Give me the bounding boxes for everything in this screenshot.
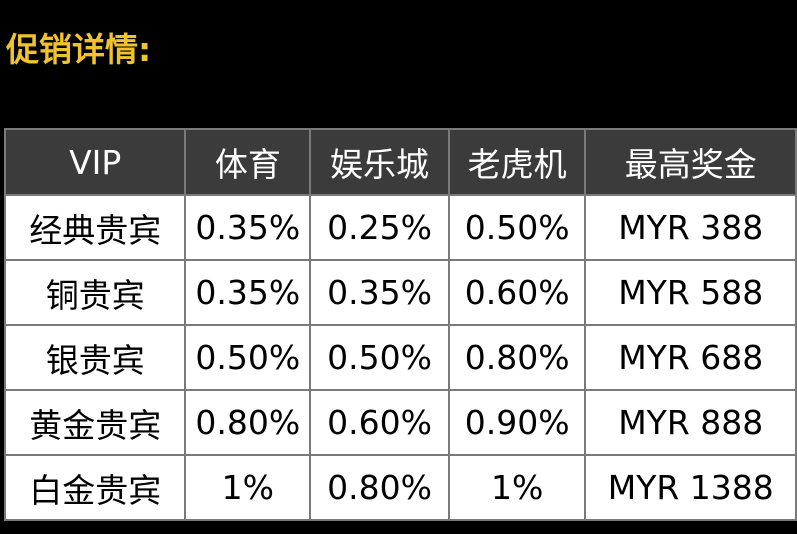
slots-rate-cell: 1%: [447, 454, 587, 521]
header-casino: 娱乐城: [309, 128, 450, 196]
table-row: 经典贵宾 0.35% 0.25% 0.50% MYR 388: [3, 194, 797, 261]
slots-rate-cell: 0.50%: [447, 194, 587, 261]
max-bonus-cell: MYR 1388: [584, 454, 797, 521]
casino-rate-cell: 0.25%: [309, 194, 450, 261]
max-bonus-cell: MYR 588: [584, 259, 797, 326]
sports-rate-cell: 0.80%: [184, 389, 312, 456]
slots-rate-cell: 0.60%: [447, 259, 587, 326]
sports-rate-cell: 1%: [184, 454, 312, 521]
vip-level-cell: 铜贵宾: [3, 259, 187, 326]
table-row: 黄金贵宾 0.80% 0.60% 0.90% MYR 888: [3, 389, 797, 456]
header-max-bonus: 最高奖金: [584, 128, 797, 196]
vip-level-cell: 经典贵宾: [3, 194, 187, 261]
table-header-row: VIP 体育 娱乐城 老虎机 最高奖金: [3, 128, 797, 196]
sports-rate-cell: 0.35%: [184, 259, 312, 326]
vip-rebate-table: VIP 体育 娱乐城 老虎机 最高奖金 经典贵宾 0.35% 0.25% 0.50% M…: [3, 128, 797, 521]
table-row: 银贵宾 0.50% 0.50% 0.80% MYR 688: [3, 324, 797, 391]
casino-rate-cell: 0.35%: [309, 259, 450, 326]
table-row: 白金贵宾 1% 0.80% 1% MYR 1388: [3, 454, 797, 521]
slots-rate-cell: 0.90%: [447, 389, 587, 456]
max-bonus-cell: MYR 388: [584, 194, 797, 261]
sports-rate-cell: 0.35%: [184, 194, 312, 261]
header-slots: 老虎机: [447, 128, 587, 196]
header-sports: 体育: [184, 128, 312, 196]
header-vip: VIP: [3, 128, 187, 196]
vip-level-cell: 白金贵宾: [3, 454, 187, 521]
sports-rate-cell: 0.50%: [184, 324, 312, 391]
promo-details-title: 促销详情:: [6, 30, 152, 69]
max-bonus-cell: MYR 688: [584, 324, 797, 391]
vip-level-cell: 黄金贵宾: [3, 389, 187, 456]
casino-rate-cell: 0.80%: [309, 454, 450, 521]
max-bonus-cell: MYR 888: [584, 389, 797, 456]
vip-level-cell: 银贵宾: [3, 324, 187, 391]
casino-rate-cell: 0.60%: [309, 389, 450, 456]
casino-rate-cell: 0.50%: [309, 324, 450, 391]
slots-rate-cell: 0.80%: [447, 324, 587, 391]
table-row: 铜贵宾 0.35% 0.35% 0.60% MYR 588: [3, 259, 797, 326]
